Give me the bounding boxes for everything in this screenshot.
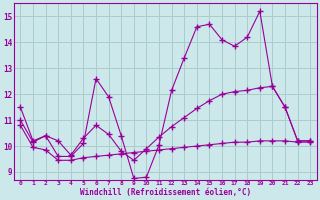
X-axis label: Windchill (Refroidissement éolien,°C): Windchill (Refroidissement éolien,°C) xyxy=(80,188,251,197)
